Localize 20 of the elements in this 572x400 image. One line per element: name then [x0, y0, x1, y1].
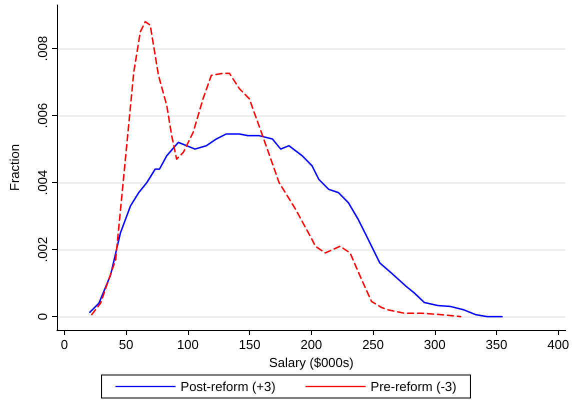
y-tick-label: .006 [35, 102, 50, 128]
y-tick-label: .002 [35, 236, 50, 262]
x-tick-label: 200 [300, 337, 322, 352]
x-tick-label: 250 [362, 337, 384, 352]
x-tick-label: 150 [238, 337, 260, 352]
line-series [91, 21, 462, 318]
x-tick-label: 400 [547, 337, 570, 352]
legend-label: Pre-reform (-3) [370, 379, 456, 394]
y-axis-title: Fraction [7, 144, 22, 191]
x-axis-title: Salary ($000s) [269, 354, 354, 370]
line-series [89, 133, 503, 318]
legend-label: Post-reform (+3) [180, 379, 276, 394]
x-tick-label: 0 [60, 337, 68, 352]
x-tick-label: 100 [177, 337, 199, 352]
x-tick-label: 50 [118, 337, 134, 352]
y-tick-label: 0 [35, 312, 50, 320]
y-tick-label: .004 [35, 170, 50, 196]
x-tick-label: 300 [424, 337, 446, 352]
y-tick-label: .008 [35, 36, 50, 62]
x-tick-label: 350 [486, 337, 508, 352]
